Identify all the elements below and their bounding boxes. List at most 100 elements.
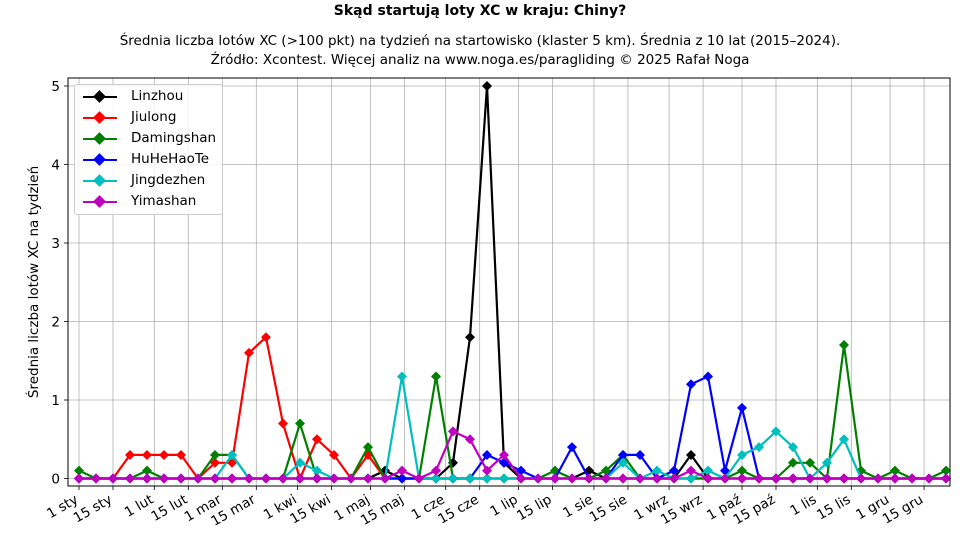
data-point [533, 473, 543, 484]
data-point [74, 473, 84, 484]
data-point [74, 465, 84, 476]
series-damingshan [74, 340, 951, 484]
data-point [703, 371, 713, 382]
data-point [329, 449, 339, 460]
data-point [482, 473, 492, 484]
data-point [91, 473, 101, 484]
data-point [397, 465, 407, 476]
data-point [210, 457, 220, 468]
data-point [431, 465, 441, 476]
legend-diamond-marker [93, 90, 106, 103]
data-point [448, 473, 458, 484]
data-point [108, 473, 118, 484]
legend-item: HuHeHaoTe [75, 150, 224, 170]
data-point [312, 473, 322, 484]
data-point [295, 418, 305, 429]
data-point [414, 473, 424, 484]
y-tick-label: 3 [51, 236, 60, 252]
data-point [465, 473, 475, 484]
data-point [652, 473, 662, 484]
data-point [839, 340, 849, 351]
data-point [499, 457, 509, 468]
data-point [720, 473, 730, 484]
data-point [312, 465, 322, 476]
data-point [465, 332, 475, 343]
x-tick-label: 15 lis [814, 492, 853, 524]
x-tick-label: 15 sie [587, 492, 630, 526]
data-point [431, 473, 441, 484]
data-point [737, 449, 747, 460]
data-point [346, 473, 356, 484]
data-point [788, 442, 798, 453]
data-point [805, 457, 815, 468]
data-point [550, 473, 560, 484]
data-point [754, 473, 764, 484]
data-point [295, 457, 305, 468]
legend-label: Yimashan [131, 193, 197, 209]
legend-label: HuHeHaoTe [131, 151, 210, 167]
data-point [618, 457, 628, 468]
data-point [227, 449, 237, 460]
data-point [227, 473, 237, 484]
data-point [567, 473, 577, 484]
chart-subtitle-line1: Średnia liczba lotów XC (>100 pkt) na ty… [119, 33, 841, 49]
data-point [635, 449, 645, 460]
data-point [856, 473, 866, 484]
data-point [210, 449, 220, 460]
data-point [703, 473, 713, 484]
data-point [176, 449, 186, 460]
data-point [822, 457, 832, 468]
legend-item: Damingshan [75, 129, 224, 149]
series-line [79, 430, 946, 480]
data-point [737, 402, 747, 413]
data-point [448, 426, 458, 437]
data-point [754, 442, 764, 453]
legend-diamond-marker [93, 153, 106, 166]
legend: Linzhou Jiulong Damingshan HuHeHaoTe Jingdez… [74, 84, 223, 215]
data-point [669, 465, 679, 476]
data-point [244, 347, 254, 358]
legend-item: Linzhou [75, 87, 224, 107]
legend-label: Jingdezhen [131, 172, 206, 188]
data-point [686, 465, 696, 476]
legend-diamond-marker [93, 195, 106, 208]
data-point [312, 434, 322, 445]
y-tick-label: 2 [51, 315, 60, 331]
data-point [686, 449, 696, 460]
series-yimashan [74, 426, 951, 484]
data-point [363, 473, 373, 484]
legend-item: Yimashan [75, 192, 224, 212]
series-layer [74, 81, 951, 484]
data-point [822, 473, 832, 484]
x-tick-label: 1 lis [788, 492, 820, 520]
data-point [618, 473, 628, 484]
data-point [941, 473, 951, 484]
data-point [125, 473, 135, 484]
data-point [125, 449, 135, 460]
series-line [78, 344, 947, 480]
data-point [737, 465, 747, 476]
x-tick-label: 15 lut [148, 492, 190, 525]
data-point [210, 473, 220, 484]
data-point [363, 442, 373, 453]
series-line [79, 375, 946, 480]
data-point [261, 473, 271, 484]
data-point [244, 473, 254, 484]
legend-diamond-marker [93, 174, 106, 187]
data-point [431, 371, 441, 382]
data-point [686, 473, 696, 484]
legend-diamond-marker [93, 132, 106, 145]
data-point [805, 473, 815, 484]
y-tick-label: 4 [51, 158, 60, 174]
data-point [788, 473, 798, 484]
legend-item: Jiulong [75, 108, 224, 128]
data-point [142, 449, 152, 460]
data-point [465, 434, 475, 445]
y-tick-label: 5 [51, 79, 60, 95]
data-point [482, 449, 492, 460]
data-point [397, 473, 407, 484]
data-point [771, 473, 781, 484]
data-point [907, 473, 917, 484]
y-axis-label: Średnia liczba lotów XC na tydzień [26, 165, 42, 399]
data-point [584, 473, 594, 484]
